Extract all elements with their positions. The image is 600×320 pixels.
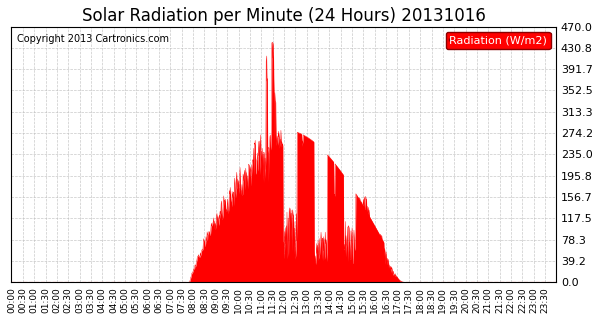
Title: Solar Radiation per Minute (24 Hours) 20131016: Solar Radiation per Minute (24 Hours) 20… [82,7,485,25]
Text: Copyright 2013 Cartronics.com: Copyright 2013 Cartronics.com [17,34,169,44]
Legend: Radiation (W/m2): Radiation (W/m2) [446,32,551,49]
